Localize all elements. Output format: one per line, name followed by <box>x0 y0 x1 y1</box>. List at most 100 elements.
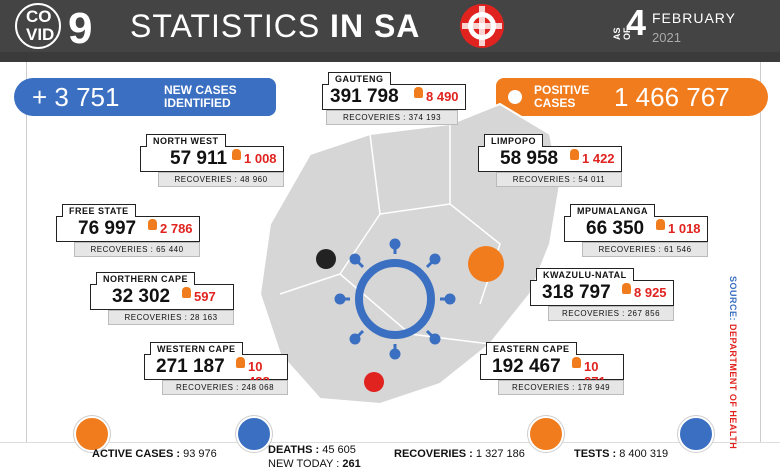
province-deaths: 597 <box>194 289 216 304</box>
province-recoveries: RECOVERIES : 374 193 <box>326 110 458 125</box>
logo-digit: 9 <box>68 4 93 53</box>
province-deaths: 1 422 <box>582 151 615 166</box>
new-today-value: 261 <box>342 458 361 470</box>
new-cases-label-line2: IDENTIFIED <box>164 96 231 110</box>
sa-emblem-icon <box>460 4 504 48</box>
province-name: MPUMALANGA <box>570 204 655 217</box>
skull-icon <box>148 219 157 230</box>
province-cases: 58 958 <box>500 148 559 169</box>
big-virus-icon <box>355 259 435 339</box>
deaths-total: DEATHS : 45 605 <box>268 444 356 456</box>
page-title: STATISTICS IN SA <box>130 8 420 45</box>
orange-virus-icon <box>468 246 504 282</box>
skull-icon <box>570 149 579 160</box>
province-card-north-west: NORTH WEST 57 911 1 008 RECOVERIES : 48 … <box>140 134 284 187</box>
source-label: SOURCE: <box>728 276 738 322</box>
province-card-western-cape: WESTERN CAPE 271 187 10 488 RECOVERIES :… <box>144 342 288 395</box>
new-cases-banner: + 3 751 NEW CASES IDENTIFIED <box>14 78 276 116</box>
plus-icon <box>528 416 564 452</box>
province-name: EASTERN CAPE <box>486 342 577 355</box>
new-cases-label: NEW CASES IDENTIFIED <box>164 84 237 110</box>
recoveries-total: RECOVERIES : 1 327 186 <box>394 448 525 460</box>
province-recoveries: RECOVERIES : 28 163 <box>108 310 234 325</box>
province-name: NORTH WEST <box>146 134 226 147</box>
skull-icon <box>622 283 631 294</box>
province-recoveries: RECOVERIES : 65 440 <box>74 242 200 257</box>
source-value: DEPARTMENT OF HEALTH <box>728 324 738 450</box>
recoveries-label: RECOVERIES : <box>394 448 473 460</box>
province-name: FREE STATE <box>62 204 136 217</box>
province-name: GAUTENG <box>328 72 391 85</box>
skull-icon <box>656 219 665 230</box>
deaths-new-today: NEW TODAY : 261 <box>268 458 361 470</box>
province-deaths: 8 925 <box>634 285 667 300</box>
province-recoveries: RECOVERIES : 61 546 <box>582 242 708 257</box>
province-card-gauteng: GAUTENG 391 798 8 490 RECOVERIES : 374 1… <box>322 72 466 125</box>
province-cases: 32 302 <box>112 286 171 307</box>
province-card-kwazulu-natal: KWAZULU-NATAL 318 797 8 925 RECOVERIES :… <box>530 268 674 321</box>
tests-total: TESTS : 8 400 319 <box>574 448 668 460</box>
province-cases: 391 798 <box>330 86 399 107</box>
province-recoveries: RECOVERIES : 54 011 <box>496 172 622 187</box>
province-cases: 271 187 <box>156 356 225 377</box>
positive-cases-label: POSITIVE CASES <box>534 84 589 110</box>
province-card-mpumalanga: MPUMALANGA 66 350 1 018 RECOVERIES : 61 … <box>564 204 708 257</box>
red-virus-icon <box>364 372 384 392</box>
province-recoveries: RECOVERIES : 267 856 <box>548 306 674 321</box>
black-virus-icon <box>316 249 336 269</box>
covid19-logo: CO VID 9 <box>8 0 118 53</box>
deaths-label: DEATHS : <box>268 444 320 456</box>
gear-icon <box>74 416 110 452</box>
province-cases: 192 467 <box>492 356 561 377</box>
province-card-eastern-cape: EASTERN CAPE 192 467 10 871 RECOVERIES :… <box>480 342 624 395</box>
province-name: NORTHERN CAPE <box>96 272 196 285</box>
active-cases-value: 93 976 <box>183 448 217 460</box>
positive-label-line1: POSITIVE <box>534 83 590 97</box>
province-card-free-state: FREE STATE 76 997 2 786 RECOVERIES : 65 … <box>56 204 200 257</box>
province-name: LIMPOPO <box>484 134 544 147</box>
south-africa-map <box>258 102 562 406</box>
skull-icon <box>182 287 191 298</box>
province-cases: 66 350 <box>586 218 645 239</box>
skull-icon <box>414 87 423 98</box>
header-bar <box>0 0 780 62</box>
province-cases: 318 797 <box>542 282 611 303</box>
province-recoveries: RECOVERIES : 248 068 <box>162 380 288 395</box>
province-deaths: 1 018 <box>668 221 701 236</box>
province-card-northern-cape: NORTHERN CAPE 32 302 597 RECOVERIES : 28… <box>90 272 234 325</box>
province-recoveries: RECOVERIES : 48 960 <box>158 172 284 187</box>
province-cases: 76 997 <box>78 218 137 239</box>
province-deaths: 2 786 <box>160 221 193 236</box>
date-day: 4 <box>626 2 647 43</box>
logo-text-vid: VID <box>26 25 55 44</box>
virus-icon <box>508 90 522 104</box>
logo-ring-icon <box>15 3 61 49</box>
logo-text-co: CO <box>26 7 52 26</box>
province-recoveries: RECOVERIES : 178 949 <box>498 380 624 395</box>
skull-icon <box>236 357 245 368</box>
positive-label-line2: CASES <box>534 96 576 110</box>
clipboard-icon <box>678 416 714 452</box>
tests-value: 8 400 319 <box>619 448 669 460</box>
province-card-limpopo: LIMPOPO 58 958 1 422 RECOVERIES : 54 011 <box>478 134 622 187</box>
deaths-value: 45 605 <box>322 444 356 456</box>
date-year: 2021 <box>652 30 681 45</box>
title-strong: IN SA <box>330 8 421 44</box>
skull-icon <box>572 357 581 368</box>
map-outline <box>258 102 562 406</box>
province-deaths: 1 008 <box>244 151 277 166</box>
new-cases-label-line1: NEW CASES <box>164 83 237 97</box>
tests-label: TESTS : <box>574 448 617 460</box>
active-cases: ACTIVE CASES : 93 976 <box>92 448 217 460</box>
new-cases-value: + 3 751 <box>32 82 120 112</box>
skull-footer-icon <box>236 416 272 452</box>
province-deaths: 8 490 <box>426 89 459 104</box>
source-note: SOURCE: DEPARTMENT OF HEALTH <box>724 276 738 449</box>
recoveries-value: 1 327 186 <box>475 448 525 460</box>
province-name: WESTERN CAPE <box>150 342 243 355</box>
new-today-label: NEW TODAY : <box>268 458 340 470</box>
date-month: FEBRUARY <box>652 10 736 26</box>
skull-icon <box>232 149 241 160</box>
province-cases: 57 911 <box>170 148 228 169</box>
province-name: KWAZULU-NATAL <box>536 268 634 281</box>
